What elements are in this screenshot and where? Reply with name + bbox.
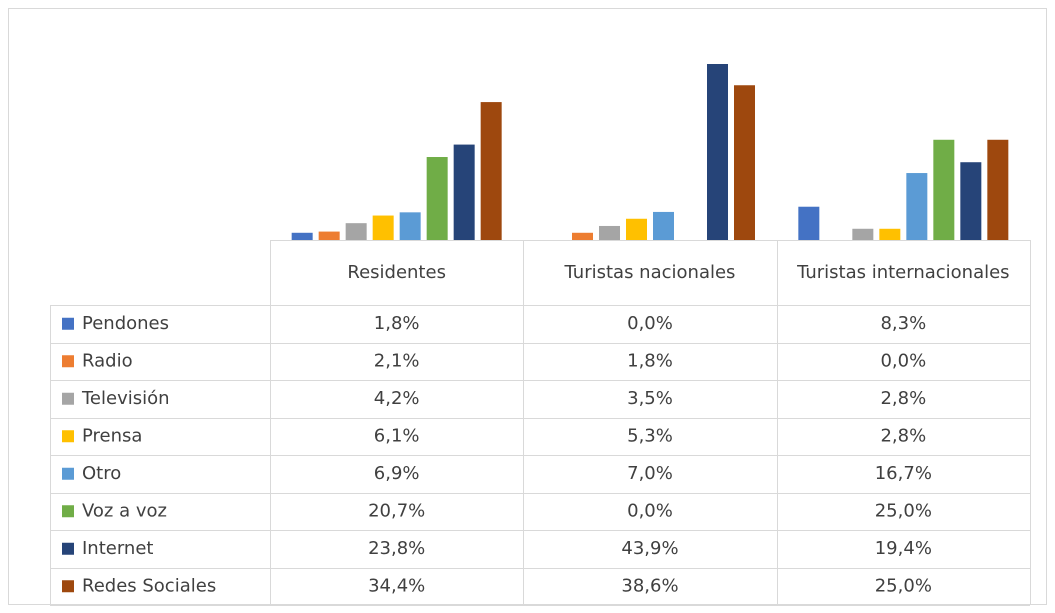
value-label: 23,8%	[368, 538, 425, 559]
value-label: 20,7%	[368, 500, 425, 521]
value-label: 25,0%	[875, 500, 932, 521]
bar	[933, 139, 955, 240]
bar	[653, 211, 674, 240]
bar	[318, 231, 340, 240]
value-label: 2,1%	[374, 350, 420, 371]
bar	[599, 225, 620, 240]
legend-swatch	[62, 430, 74, 443]
value-label: 6,9%	[374, 463, 420, 484]
legend-swatch	[62, 542, 74, 555]
bar	[399, 212, 421, 240]
legend-swatch	[62, 317, 74, 330]
bar	[960, 162, 982, 240]
value-label: 0,0%	[880, 350, 926, 371]
chart-frame	[8, 8, 1047, 605]
bar	[345, 223, 367, 240]
bar	[906, 173, 928, 240]
value-label: 19,4%	[875, 538, 932, 559]
bar	[879, 228, 901, 240]
value-label: 7,0%	[627, 463, 673, 484]
bar	[798, 206, 820, 240]
legend-label: Prensa	[82, 425, 142, 446]
bar	[426, 157, 448, 240]
value-label: 2,8%	[880, 388, 926, 409]
value-label: 34,4%	[368, 575, 425, 596]
legend-label: Radio	[82, 350, 133, 371]
bar	[572, 232, 593, 240]
legend-swatch	[62, 467, 74, 480]
value-label: 25,0%	[875, 575, 932, 596]
legend-label: Otro	[82, 463, 121, 484]
category-header-box: Turistas nacionales	[564, 261, 736, 283]
legend-swatch	[62, 580, 74, 593]
value-label: 5,3%	[627, 425, 673, 446]
value-label: 0,0%	[627, 500, 673, 521]
value-label: 8,3%	[880, 313, 926, 334]
bar	[626, 218, 647, 240]
bar	[987, 139, 1009, 240]
value-label: 4,2%	[374, 388, 420, 409]
value-label: 6,1%	[374, 425, 420, 446]
value-label: 1,8%	[374, 313, 420, 334]
bar	[480, 102, 502, 240]
legend-label: Redes Sociales	[82, 575, 216, 596]
category-label: Turistas nacionales	[564, 261, 736, 283]
legend-swatch	[62, 392, 74, 405]
legend-label: Internet	[82, 538, 153, 559]
bar	[372, 215, 394, 240]
legend-swatch	[62, 355, 74, 368]
value-label: 0,0%	[627, 313, 673, 334]
value-label: 3,5%	[627, 388, 673, 409]
value-label: 16,7%	[875, 463, 932, 484]
legend-swatch	[62, 505, 74, 518]
category-header-box: Residentes	[347, 261, 446, 283]
value-label: 1,8%	[627, 350, 673, 371]
category-label: Residentes	[347, 261, 446, 283]
bar	[852, 228, 874, 240]
bar	[734, 85, 755, 240]
bar	[453, 144, 475, 240]
bar	[707, 64, 728, 240]
value-label: 2,8%	[880, 425, 926, 446]
value-label: 43,9%	[621, 538, 678, 559]
value-label: 38,6%	[621, 575, 678, 596]
legend-label: Voz a voz	[82, 500, 167, 521]
category-label: Turistas internacionales	[797, 261, 1010, 283]
legend-label: Pendones	[82, 313, 169, 334]
category-header-box: Turistas internacionales	[797, 261, 1010, 283]
bar	[291, 232, 313, 240]
legend-label: Televisión	[81, 388, 170, 409]
